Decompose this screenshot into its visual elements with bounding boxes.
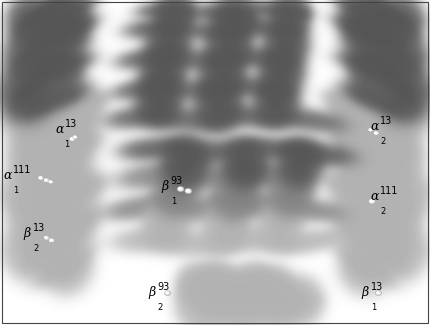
Circle shape bbox=[38, 176, 44, 180]
Circle shape bbox=[369, 199, 375, 204]
Circle shape bbox=[43, 236, 49, 240]
Text: 93: 93 bbox=[158, 282, 170, 292]
Circle shape bbox=[73, 135, 78, 139]
Circle shape bbox=[49, 181, 51, 182]
Text: 93: 93 bbox=[171, 176, 183, 186]
Text: 1: 1 bbox=[13, 186, 18, 195]
Text: α: α bbox=[3, 169, 12, 182]
Circle shape bbox=[69, 137, 75, 141]
Text: α: α bbox=[371, 190, 379, 203]
Text: 13: 13 bbox=[33, 223, 45, 233]
Text: 111: 111 bbox=[380, 186, 399, 196]
Circle shape bbox=[45, 237, 47, 238]
Circle shape bbox=[373, 131, 379, 136]
Circle shape bbox=[45, 179, 47, 181]
Text: 111: 111 bbox=[13, 165, 31, 175]
Text: β: β bbox=[361, 286, 369, 299]
Text: 1: 1 bbox=[64, 140, 70, 150]
Text: α: α bbox=[371, 120, 379, 133]
Circle shape bbox=[48, 180, 53, 184]
Text: β: β bbox=[161, 180, 169, 193]
Text: β: β bbox=[24, 227, 31, 240]
Circle shape bbox=[50, 239, 52, 241]
Circle shape bbox=[377, 292, 379, 293]
Text: 13: 13 bbox=[371, 282, 383, 292]
Circle shape bbox=[166, 292, 168, 293]
Circle shape bbox=[43, 178, 49, 183]
Text: 13: 13 bbox=[380, 116, 392, 126]
Circle shape bbox=[178, 188, 181, 190]
Circle shape bbox=[368, 128, 373, 132]
Circle shape bbox=[39, 177, 41, 178]
Circle shape bbox=[375, 132, 377, 134]
Text: β: β bbox=[148, 286, 156, 299]
Circle shape bbox=[71, 138, 73, 139]
Text: 1: 1 bbox=[171, 197, 176, 206]
Circle shape bbox=[370, 200, 373, 202]
Text: 1: 1 bbox=[371, 303, 376, 312]
Circle shape bbox=[74, 136, 76, 137]
Text: 2: 2 bbox=[158, 303, 163, 312]
Text: 2: 2 bbox=[380, 207, 385, 216]
Circle shape bbox=[186, 189, 189, 192]
Circle shape bbox=[165, 291, 171, 295]
Circle shape bbox=[177, 187, 184, 192]
Circle shape bbox=[49, 238, 55, 243]
Text: 13: 13 bbox=[64, 119, 77, 129]
Text: 2: 2 bbox=[33, 244, 38, 254]
Text: 2: 2 bbox=[380, 137, 385, 146]
Circle shape bbox=[369, 129, 371, 130]
Circle shape bbox=[375, 291, 381, 295]
Text: α: α bbox=[55, 123, 64, 136]
Circle shape bbox=[185, 188, 192, 194]
